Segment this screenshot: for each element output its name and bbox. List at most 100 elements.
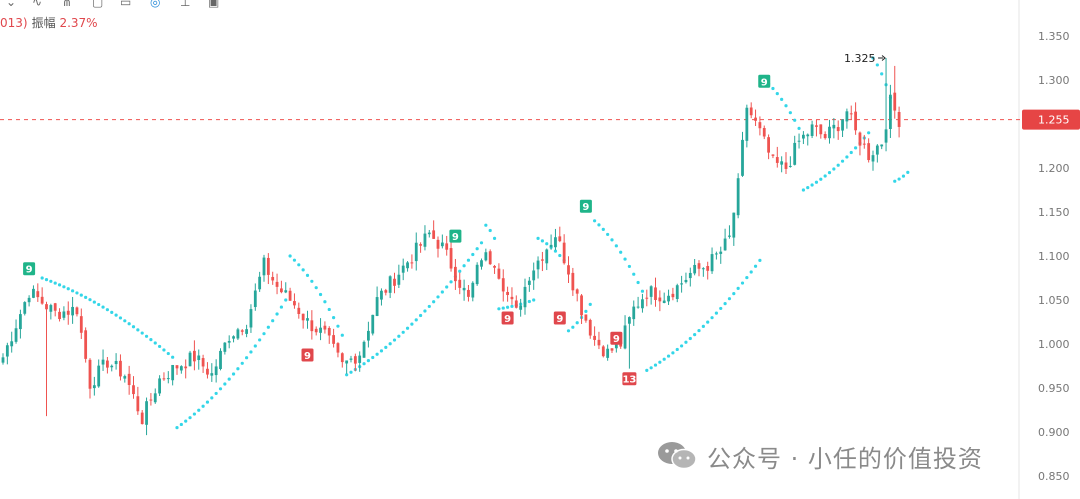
candle-body bbox=[741, 139, 744, 176]
candle-body bbox=[715, 253, 718, 255]
sar-dot bbox=[719, 306, 723, 311]
candle-body bbox=[19, 314, 22, 330]
candle-body bbox=[875, 145, 879, 155]
candle-body bbox=[636, 306, 640, 308]
sar-dot bbox=[532, 298, 536, 302]
candle-body bbox=[367, 330, 370, 341]
sar-dot bbox=[188, 416, 192, 420]
candle-body bbox=[458, 279, 462, 288]
y-tick-label: 1.200 bbox=[1038, 162, 1070, 175]
sar-dot bbox=[140, 331, 144, 335]
sar-dot bbox=[436, 295, 440, 299]
candle-body bbox=[658, 297, 662, 302]
candles bbox=[1, 58, 901, 436]
sar-dot bbox=[566, 329, 571, 333]
candle-body bbox=[697, 263, 701, 269]
sar-dot bbox=[671, 351, 675, 355]
square-icon[interactable]: ▢ bbox=[92, 0, 104, 9]
doc-icon[interactable]: ▭ bbox=[120, 0, 132, 9]
candle-body bbox=[519, 305, 523, 310]
pin-icon[interactable]: ⊥ bbox=[180, 0, 191, 9]
wave-icon[interactable]: ∿ bbox=[32, 0, 43, 9]
sar-dot bbox=[105, 308, 109, 312]
sar-dot bbox=[810, 183, 814, 187]
sar-dot bbox=[458, 269, 462, 273]
sar-dot bbox=[775, 92, 779, 96]
candle-body bbox=[136, 396, 140, 412]
candle-body bbox=[253, 290, 257, 308]
sar-dot bbox=[127, 322, 131, 326]
td-marker-label: 13 bbox=[622, 375, 636, 386]
sar-dot bbox=[432, 300, 436, 304]
candle-body bbox=[793, 142, 797, 165]
candle-body bbox=[749, 107, 753, 116]
sar-dot bbox=[893, 179, 897, 183]
candle-body bbox=[780, 161, 784, 165]
sar-dot bbox=[92, 300, 96, 304]
candle-body bbox=[414, 242, 418, 262]
sar-dot bbox=[466, 258, 471, 262]
sar-dot bbox=[471, 252, 475, 257]
sar-dot bbox=[593, 219, 597, 223]
sar-dot bbox=[266, 325, 270, 329]
candle-body bbox=[662, 300, 666, 304]
candle-body bbox=[554, 237, 557, 248]
sar-dot bbox=[636, 280, 640, 285]
nodes-icon[interactable]: ⋔ bbox=[62, 0, 73, 9]
chevron-icon[interactable]: ⌄ bbox=[6, 0, 17, 9]
candle-body bbox=[236, 329, 240, 339]
candle-body bbox=[214, 366, 218, 376]
candle-body bbox=[532, 270, 536, 281]
candle-body bbox=[462, 287, 466, 291]
sar-dot bbox=[297, 263, 301, 267]
candle-body bbox=[527, 280, 531, 285]
sar-dot bbox=[271, 319, 275, 323]
sar-dot bbox=[823, 174, 827, 178]
magnet-icon[interactable]: ◎ bbox=[150, 0, 161, 9]
sar-dot bbox=[166, 351, 170, 356]
sar-dot bbox=[510, 304, 514, 308]
candle-body bbox=[471, 282, 475, 298]
candle-body bbox=[345, 360, 349, 364]
candle-body bbox=[728, 235, 731, 237]
candle-body bbox=[410, 262, 414, 264]
candle-body bbox=[449, 248, 453, 269]
sar-dot bbox=[649, 366, 653, 370]
sar-dot bbox=[327, 307, 331, 312]
candle-body bbox=[393, 278, 396, 286]
candle-body bbox=[684, 279, 688, 283]
sar-dot bbox=[123, 319, 127, 323]
td-marker-badge bbox=[622, 372, 637, 386]
candle-body bbox=[388, 276, 392, 293]
candle-body bbox=[571, 272, 575, 291]
sar-dot bbox=[175, 426, 179, 430]
sar-dot bbox=[414, 318, 418, 322]
candle-body bbox=[580, 295, 583, 316]
sar-dot bbox=[753, 264, 758, 268]
candle-body bbox=[858, 132, 862, 146]
candle-body bbox=[575, 289, 579, 294]
candle-body bbox=[784, 162, 788, 169]
sar-dot bbox=[788, 111, 792, 115]
sar-dot bbox=[310, 279, 314, 283]
sar-dot bbox=[901, 174, 906, 178]
sar-dot bbox=[110, 310, 114, 314]
sar-dot bbox=[445, 285, 449, 289]
candle-body bbox=[862, 143, 866, 145]
sar-dot bbox=[880, 72, 884, 76]
sar-dot bbox=[749, 270, 753, 274]
candle-body bbox=[889, 94, 892, 129]
calendar-icon[interactable]: ▣ bbox=[208, 0, 220, 9]
candle-body bbox=[223, 342, 227, 352]
candle-body bbox=[736, 178, 740, 216]
candle-body bbox=[327, 327, 331, 336]
candle-body bbox=[149, 399, 153, 401]
sar-dot bbox=[240, 361, 244, 365]
sar-dot bbox=[318, 292, 323, 297]
candle-body bbox=[179, 366, 183, 371]
candle-body bbox=[10, 341, 14, 347]
candle-body bbox=[732, 212, 736, 238]
candle-body bbox=[541, 259, 544, 261]
sar-dot bbox=[292, 258, 297, 262]
